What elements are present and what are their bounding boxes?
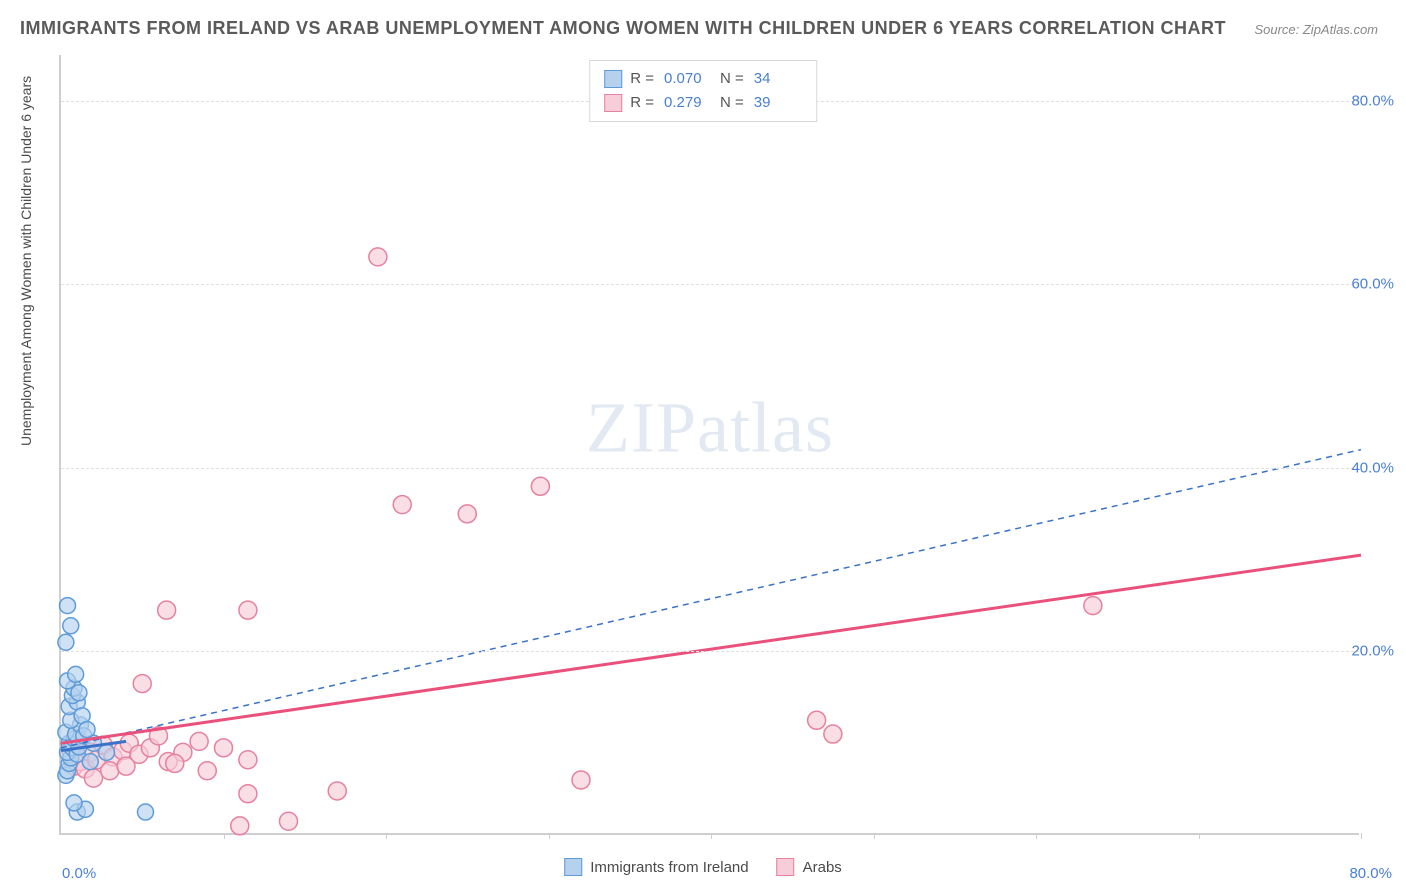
x-axis-start-label: 0.0% <box>62 865 96 882</box>
x-axis-end-label: 80.0% <box>1349 865 1392 882</box>
x-tick <box>874 833 875 839</box>
legend-swatch-blue-bottom <box>564 858 582 876</box>
x-tick <box>1199 833 1200 839</box>
chart-title: IMMIGRANTS FROM IRELAND VS ARAB UNEMPLOY… <box>20 18 1226 39</box>
legend-row-blue: R = 0.070 N = 34 <box>604 67 802 91</box>
x-tick <box>1036 833 1037 839</box>
source-attribution: Source: ZipAtlas.com <box>1254 22 1378 37</box>
y-tick-label: 60.0% <box>1351 276 1394 293</box>
x-tick <box>1361 833 1362 839</box>
legend-r-label: R = <box>630 67 654 91</box>
legend-swatch-blue <box>604 70 622 88</box>
gridline <box>61 468 1359 469</box>
legend-swatch-pink <box>604 94 622 112</box>
scatter-chart-svg <box>61 55 1359 833</box>
legend-item-blue: Immigrants from Ireland <box>564 858 748 876</box>
gridline <box>61 284 1359 285</box>
plot-area: ZIPatlas <box>59 55 1359 835</box>
legend-n-value-pink: 39 <box>754 91 802 115</box>
legend-label-pink: Arabs <box>803 859 842 876</box>
correlation-legend: R = 0.070 N = 34 R = 0.279 N = 39 <box>589 60 817 122</box>
legend-r-label: R = <box>630 91 654 115</box>
legend-item-pink: Arabs <box>777 858 842 876</box>
legend-n-label: N = <box>720 67 744 91</box>
x-tick <box>549 833 550 839</box>
legend-r-value-pink: 0.279 <box>664 91 712 115</box>
gridline <box>61 651 1359 652</box>
legend-n-label: N = <box>720 91 744 115</box>
y-tick-label: 40.0% <box>1351 459 1394 476</box>
x-tick <box>224 833 225 839</box>
x-tick <box>386 833 387 839</box>
y-axis-label: Unemployment Among Women with Children U… <box>18 76 34 446</box>
legend-r-value-blue: 0.070 <box>664 67 712 91</box>
legend-swatch-pink-bottom <box>777 858 795 876</box>
legend-n-value-blue: 34 <box>754 67 802 91</box>
x-tick <box>711 833 712 839</box>
legend-label-blue: Immigrants from Ireland <box>590 859 748 876</box>
series-legend: Immigrants from Ireland Arabs <box>564 858 842 876</box>
y-tick-label: 20.0% <box>1351 643 1394 660</box>
legend-row-pink: R = 0.279 N = 39 <box>604 91 802 115</box>
y-tick-label: 80.0% <box>1351 92 1394 109</box>
